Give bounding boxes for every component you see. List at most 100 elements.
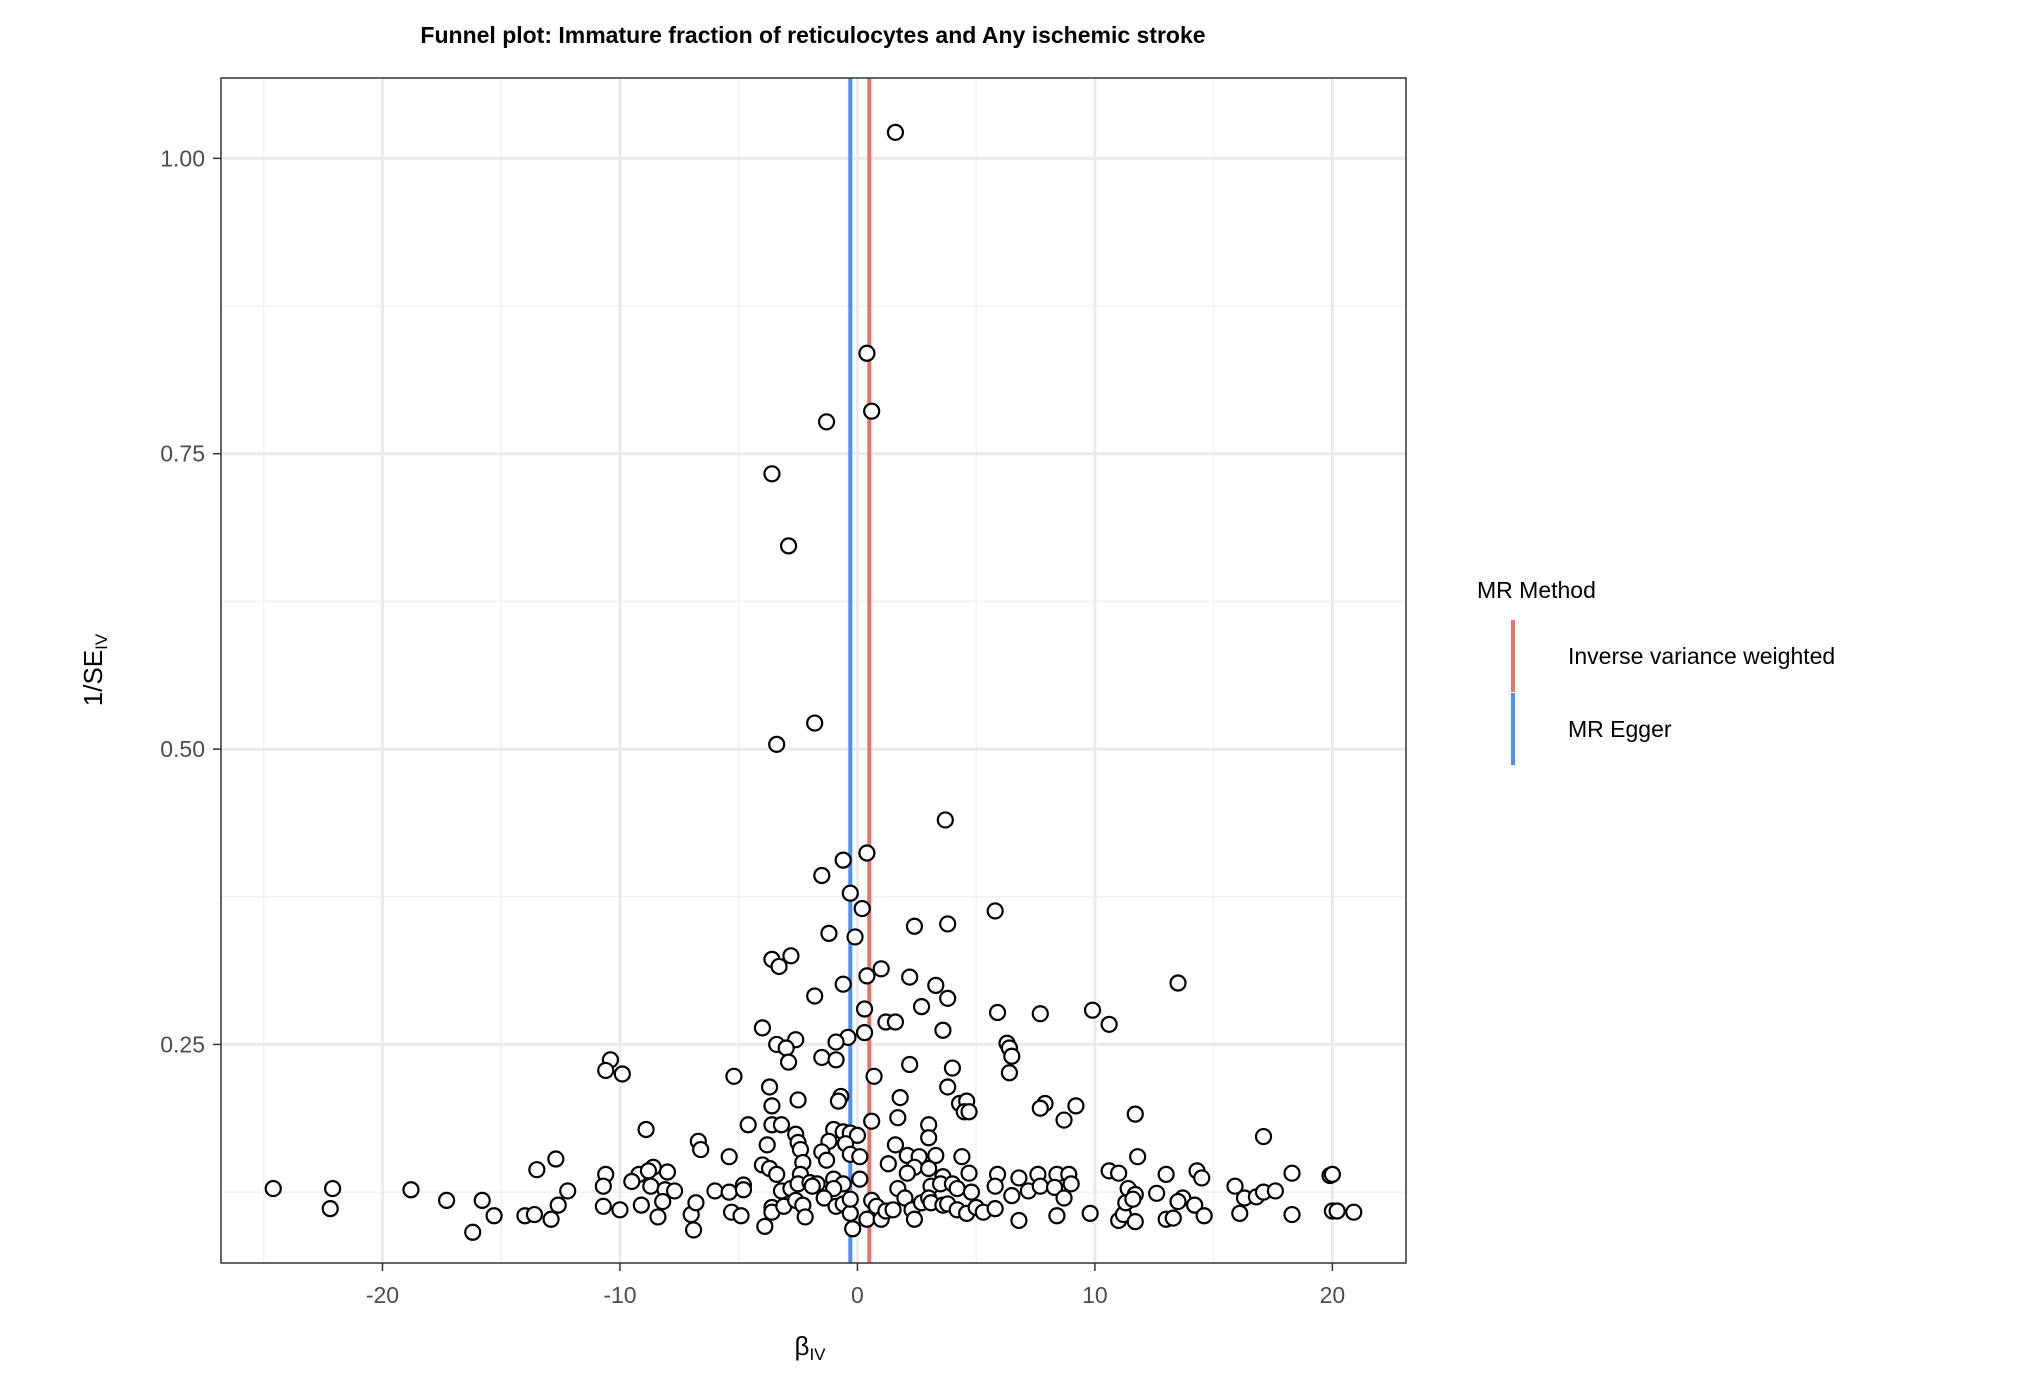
data-point: [1100, 1015, 1118, 1033]
data-point: [834, 851, 852, 869]
method-lines: [848, 78, 872, 1263]
legend: MR Method Inverse variance weighted MR Eg…: [1477, 577, 1835, 765]
data-point: [986, 1200, 1004, 1218]
data-point: [665, 1182, 684, 1200]
data-point: [815, 1189, 833, 1207]
data-point: [844, 1220, 862, 1238]
data-point: [594, 1177, 612, 1195]
data-points: [264, 123, 1363, 1241]
data-point: [846, 928, 864, 946]
data-point: [1345, 1203, 1363, 1221]
legend-item-label: MR Egger: [1568, 716, 1672, 742]
legend-items: Inverse variance weighted MR Egger: [1511, 620, 1835, 765]
data-point: [912, 998, 931, 1016]
data-point: [1031, 1099, 1049, 1117]
data-point: [865, 1067, 883, 1085]
data-point: [687, 1194, 705, 1212]
data-point: [853, 899, 871, 918]
data-point: [1110, 1164, 1128, 1182]
data-point: [639, 1162, 658, 1180]
data-point: [649, 1208, 667, 1226]
chart-title: Funnel plot: Immature fraction of reticu…: [420, 22, 1205, 48]
data-point: [855, 1000, 874, 1018]
data-point: [820, 924, 838, 942]
data-point: [720, 1183, 738, 1201]
y-axis-ticks: 0.25 0.50 0.75 1.00: [160, 145, 221, 1057]
data-point: [763, 1097, 781, 1115]
data-point: [988, 1003, 1007, 1022]
data-point: [779, 537, 798, 555]
data-point: [1000, 1064, 1019, 1082]
data-point: [1031, 1177, 1049, 1195]
data-point: [753, 1019, 772, 1037]
data-point: [813, 1048, 831, 1067]
data-point: [684, 1221, 703, 1239]
data-point: [851, 1170, 869, 1188]
data-point: [692, 1140, 710, 1159]
data-point: [402, 1181, 420, 1199]
data-point: [770, 957, 788, 976]
data-point: [1062, 1175, 1080, 1193]
data-point: [542, 1210, 560, 1228]
data-point: [803, 1177, 821, 1195]
data-point: [597, 1061, 615, 1080]
x-axis-ticks: -20 -10 0 10 20: [366, 1263, 1345, 1308]
data-point: [1067, 1097, 1085, 1115]
data-point: [1164, 1209, 1182, 1227]
legend-item-label: Inverse variance weighted: [1568, 643, 1835, 669]
data-point: [739, 1116, 757, 1134]
data-point: [848, 1126, 867, 1145]
data-point: [1055, 1111, 1073, 1129]
data-point: [1157, 1165, 1175, 1183]
data-point: [782, 947, 800, 965]
data-point: [901, 968, 919, 986]
data-point: [549, 1196, 567, 1214]
data-point: [1254, 1127, 1273, 1146]
data-point: [834, 975, 852, 993]
data-point: [777, 1039, 795, 1057]
data-point: [986, 1177, 1004, 1195]
data-point: [827, 1033, 845, 1051]
data-point: [768, 1165, 786, 1183]
data-point: [889, 1109, 907, 1127]
data-point: [813, 866, 831, 885]
data-point: [1283, 1164, 1301, 1182]
data-point: [962, 1183, 981, 1201]
data-point: [760, 1078, 779, 1096]
data-point: [936, 811, 954, 829]
data-point: [1266, 1182, 1284, 1200]
data-point: [1124, 1190, 1142, 1208]
x-tick-label: -20: [366, 1282, 399, 1308]
x-tick-label: 0: [851, 1282, 864, 1308]
data-point: [886, 123, 905, 141]
data-point: [841, 884, 859, 902]
data-point: [1148, 1184, 1166, 1202]
y-tick-label: 1.00: [160, 145, 205, 171]
data-point: [827, 1051, 845, 1069]
data-point: [1083, 1001, 1102, 1019]
data-point: [324, 1179, 342, 1198]
plot-border: [220, 77, 1407, 1264]
data-point: [879, 1155, 897, 1173]
data-point: [953, 1148, 971, 1166]
data-point: [1003, 1047, 1021, 1065]
data-point: [986, 902, 1004, 920]
data-point: [632, 1196, 650, 1214]
data-point: [768, 735, 786, 753]
data-point: [642, 1177, 660, 1195]
data-point: [858, 967, 876, 985]
data-point: [905, 917, 924, 935]
data-point: [321, 1200, 339, 1218]
data-point: [855, 1024, 874, 1042]
data-point: [732, 1207, 750, 1225]
data-point: [763, 465, 781, 483]
data-point: [960, 1103, 978, 1121]
data-point: [637, 1120, 655, 1139]
data-point: [863, 1112, 881, 1130]
data-point: [841, 1190, 859, 1208]
data-point: [1195, 1207, 1213, 1225]
data-point: [1283, 1205, 1301, 1224]
data-point: [772, 1116, 791, 1134]
x-tick-label: 10: [1082, 1282, 1108, 1308]
data-point: [658, 1163, 677, 1181]
